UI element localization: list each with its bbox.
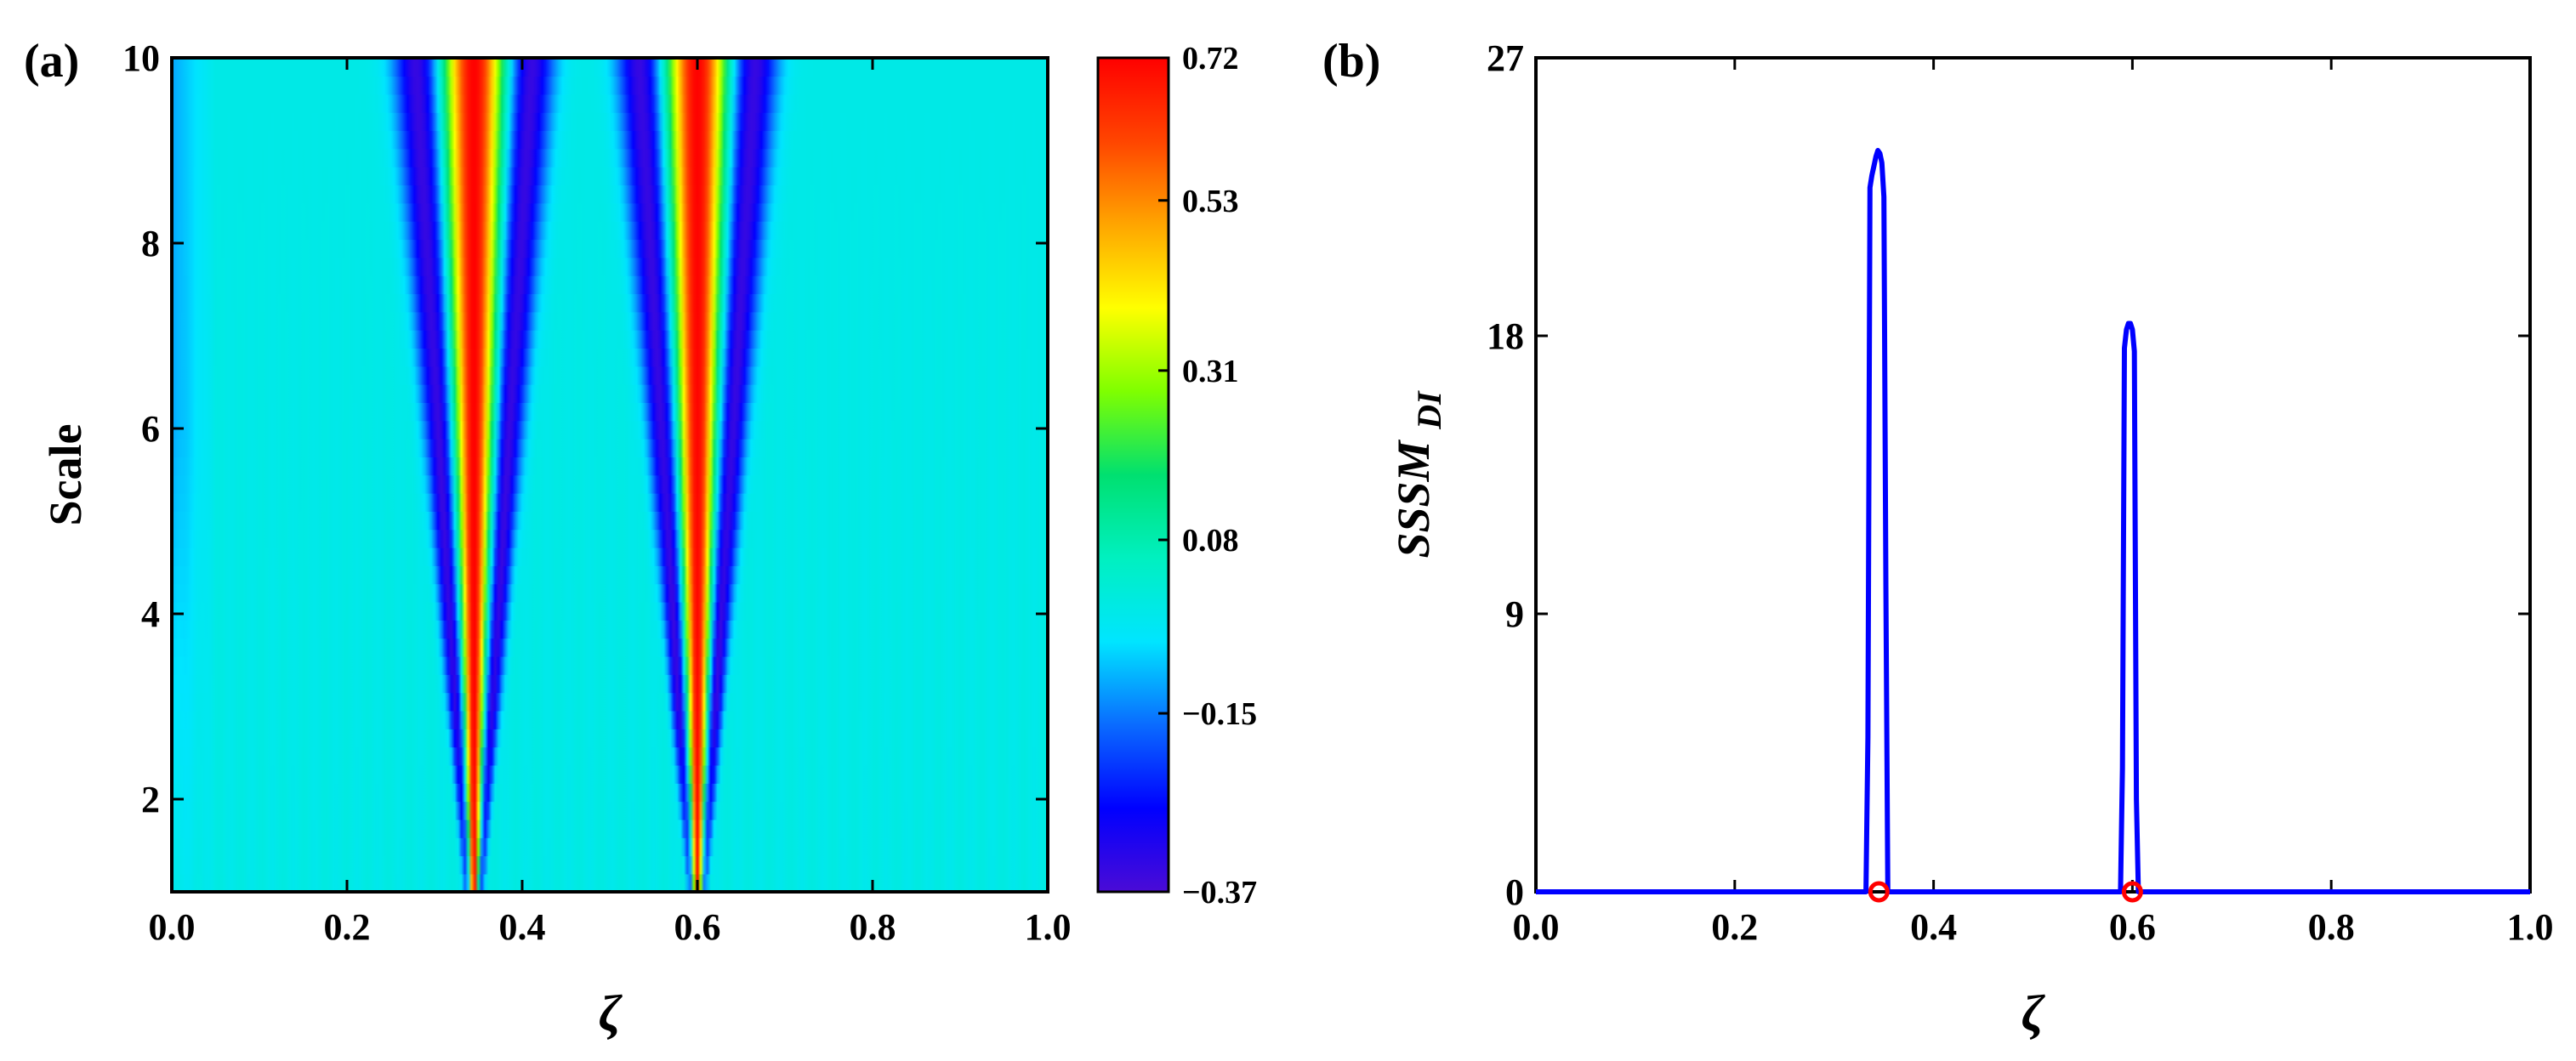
heatmap-band: [172, 184, 1048, 204]
heatmap-panel: (a) 0.0 0.2 0.4 0.6 0.8 1.0 2 4 6 8 10 Scale ζ: [24, 35, 1072, 1041]
heatmap-band: [172, 94, 1048, 113]
heatmap-band: [172, 58, 1048, 77]
heatmap-band: [172, 620, 1048, 639]
line-plot-y-axis-label: SSSM DI: [1388, 390, 1448, 559]
heatmap-band: [172, 837, 1048, 857]
heatmap-band: [172, 583, 1048, 603]
colorbar-tick-label: 0.72: [1182, 41, 1239, 77]
colorbar-tick-label: 0.31: [1182, 354, 1239, 389]
line-x-tick-label: 1.0: [2507, 906, 2554, 948]
heatmap-band: [172, 801, 1048, 820]
heatmap-band: [172, 366, 1048, 385]
line-y-tick-label: 27: [1487, 37, 1524, 79]
heatmap-band: [172, 783, 1048, 803]
heatmap-band: [172, 130, 1048, 150]
line-y-tick-label: 0: [1505, 871, 1524, 913]
line-plot-frame: [1534, 56, 2532, 894]
heatmap-band: [172, 76, 1048, 95]
heatmap-band: [172, 311, 1048, 331]
heatmap-x-tick-label: 1.0: [1025, 906, 1072, 948]
heatmap-band: [172, 239, 1048, 258]
heatmap-y-tick-label: 4: [141, 593, 160, 635]
colorbar-frame: [1096, 56, 1170, 894]
heatmap-band: [172, 329, 1048, 349]
heatmap-band: [172, 746, 1048, 766]
line-x-tick-label: 0.8: [2308, 906, 2355, 948]
heatmap-band: [172, 492, 1048, 512]
heatmap-band: [172, 674, 1048, 694]
heatmap-x-axis-label: ζ: [599, 985, 623, 1041]
heatmap-axes: 0.0 0.2 0.4 0.6 0.8 1.0 2 4 6 8 10: [122, 37, 1072, 948]
heatmap-band: [172, 655, 1048, 675]
heatmap-x-tick-label: 0.6: [674, 906, 721, 948]
heatmap-band: [172, 819, 1048, 838]
heatmap-band: [172, 275, 1048, 295]
y-axis-label-main: SSSM: [1388, 439, 1439, 558]
damage-location-marker: [1868, 881, 1890, 903]
line-x-tick-label: 0.2: [1711, 906, 1758, 948]
line-plot-axes: 0.0 0.2 0.4 0.6 0.8 1.0 0 9 18 27: [1487, 37, 2554, 948]
heatmap-band: [172, 111, 1048, 132]
heatmap-y-axis-label: Scale: [40, 424, 91, 526]
heatmap-y-tick-label: 6: [141, 408, 160, 450]
line-panel: (b) 0.0 0.2 0.4 0.6 0.8 1.0 0 9 18 27 SSSM DI ζ: [1322, 35, 2554, 1041]
panel-a-label: (a): [24, 35, 79, 88]
colorbar-tick-label: −0.37: [1182, 875, 1257, 911]
line-x-tick-label: 0.6: [2109, 906, 2156, 948]
colorbar-fill: [1098, 58, 1169, 892]
heatmap-band: [172, 220, 1048, 241]
colorbar-tick-label: 0.08: [1182, 523, 1239, 559]
heatmap-band: [172, 438, 1048, 457]
heatmap-band: [172, 420, 1048, 440]
line-x-tick-label: 0.4: [1910, 906, 1957, 948]
heatmap-band: [172, 601, 1048, 621]
heatmap-band: [172, 547, 1048, 566]
heatmap-body: [172, 58, 1048, 893]
heatmap-band: [172, 529, 1048, 548]
heatmap-x-tick-label: 0.4: [499, 906, 546, 948]
heatmap-band: [172, 402, 1048, 422]
heatmap-band: [172, 729, 1048, 748]
line-plot-x-axis-label: ζ: [2022, 985, 2046, 1041]
heatmap-band: [172, 855, 1048, 875]
damage-location-marker: [2121, 881, 2143, 903]
y-axis-label-subscript: DI: [1410, 390, 1448, 430]
heatmap-band: [172, 474, 1048, 494]
heatmap-frame: [170, 56, 1049, 894]
colorbar-ticks: 0.72 0.53 0.31 0.08 −0.15 −0.37: [1158, 41, 1257, 911]
heatmap-band: [172, 148, 1048, 167]
heatmap-y-tick-label: 8: [141, 223, 160, 264]
heatmap-x-tick-label: 0.8: [850, 906, 896, 948]
heatmap-band: [172, 565, 1048, 585]
heatmap-x-tick-label: 0.0: [149, 906, 196, 948]
heatmap-band: [172, 202, 1048, 222]
heatmap-y-tick-label: 10: [122, 37, 160, 79]
heatmap-band: [172, 511, 1048, 530]
colorbar-tick-label: 0.53: [1182, 184, 1239, 219]
heatmap-band: [172, 257, 1048, 276]
heatmap-band: [172, 638, 1048, 657]
colorbar: 0.72 0.53 0.31 0.08 −0.15 −0.37: [1096, 41, 1257, 911]
heatmap-band: [172, 873, 1048, 893]
heatmap-band: [172, 383, 1048, 403]
line-x-tick-label: 0.0: [1513, 906, 1560, 948]
line-plot-series: [1536, 148, 2530, 903]
heatmap-x-tick-label: 0.2: [324, 906, 371, 948]
line-y-tick-label: 18: [1487, 315, 1524, 357]
panel-b-label: (b): [1322, 35, 1380, 88]
heatmap-band: [172, 348, 1048, 367]
heatmap-band: [172, 293, 1048, 313]
heatmap-band: [172, 457, 1048, 476]
colorbar-tick-label: −0.15: [1182, 696, 1257, 732]
heatmap-band: [172, 710, 1048, 729]
line-y-tick-label: 9: [1505, 593, 1524, 635]
heatmap-band: [172, 692, 1048, 712]
heatmap-band: [172, 166, 1048, 186]
heatmap-band: [172, 764, 1048, 784]
heatmap-y-tick-label: 2: [141, 779, 160, 820]
